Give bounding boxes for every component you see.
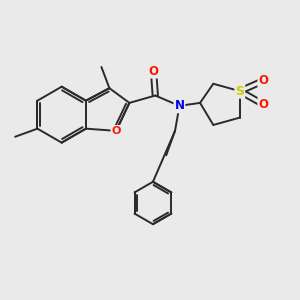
Text: O: O — [258, 74, 268, 87]
Text: O: O — [112, 126, 121, 136]
Text: N: N — [174, 99, 184, 112]
Text: O: O — [258, 98, 268, 111]
Text: S: S — [235, 85, 244, 98]
Text: O: O — [148, 64, 158, 78]
